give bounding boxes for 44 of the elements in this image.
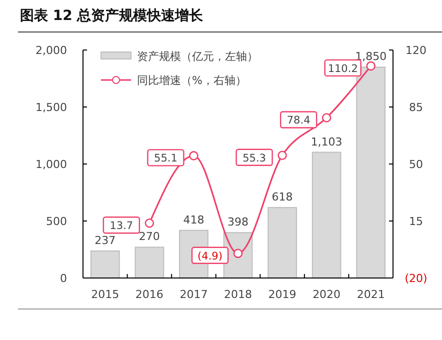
data-label: 55.3 — [242, 152, 266, 164]
data-label: 418 — [183, 213, 204, 226]
x-tick-label: 2015 — [91, 288, 120, 301]
y2-tick-label: 50 — [409, 158, 423, 171]
x-tick-label: 2021 — [356, 288, 385, 301]
x-tick-label: 2018 — [224, 288, 252, 301]
y2-tick-label: (20) — [404, 272, 428, 285]
data-label: 110.2 — [328, 62, 358, 75]
data-label: 55.1 — [154, 152, 178, 165]
point — [322, 113, 332, 122]
bar — [268, 207, 297, 278]
y-tick-label: 1,500 — [36, 101, 67, 114]
data-label: (4.9) — [198, 250, 222, 262]
x-tick-label: 2017 — [180, 288, 208, 301]
point — [189, 151, 198, 160]
legend-label: 资产规模（亿元，左轴） — [137, 50, 258, 63]
y-tick-label: 0 — [60, 272, 67, 285]
bar — [356, 66, 386, 278]
data-label: 270 — [138, 230, 160, 244]
bar — [90, 250, 120, 278]
legend-label: 同比增速（%，右轴） — [137, 74, 246, 87]
data-label: 398 — [228, 216, 248, 229]
point — [278, 150, 287, 160]
chart-title: 图表 12 总资产规模快速增长 — [20, 7, 204, 24]
x-tick-label: 2019 — [268, 288, 296, 301]
data-label: 1,103 — [310, 135, 342, 148]
point — [144, 218, 154, 228]
y2-tick-label: 120 — [406, 44, 426, 57]
data-label: 13.7 — [110, 220, 134, 232]
y2-tick-label: 85 — [409, 101, 423, 114]
bar — [134, 246, 164, 278]
data-label: 78.4 — [286, 114, 311, 127]
y-tick-label: 1,000 — [36, 158, 67, 171]
x-tick-label: 2020 — [312, 288, 341, 301]
y-tick-label: 500 — [46, 215, 67, 228]
point — [233, 248, 243, 258]
y2-tick-label: 15 — [409, 215, 423, 228]
x-tick-label: 2016 — [135, 288, 164, 301]
data-label: 1,850 — [355, 50, 387, 64]
bar — [312, 152, 342, 278]
data-label: 237 — [94, 234, 116, 247]
y-tick-label: 2,000 — [36, 44, 67, 57]
point — [366, 61, 376, 71]
data-label: 618 — [272, 190, 293, 204]
